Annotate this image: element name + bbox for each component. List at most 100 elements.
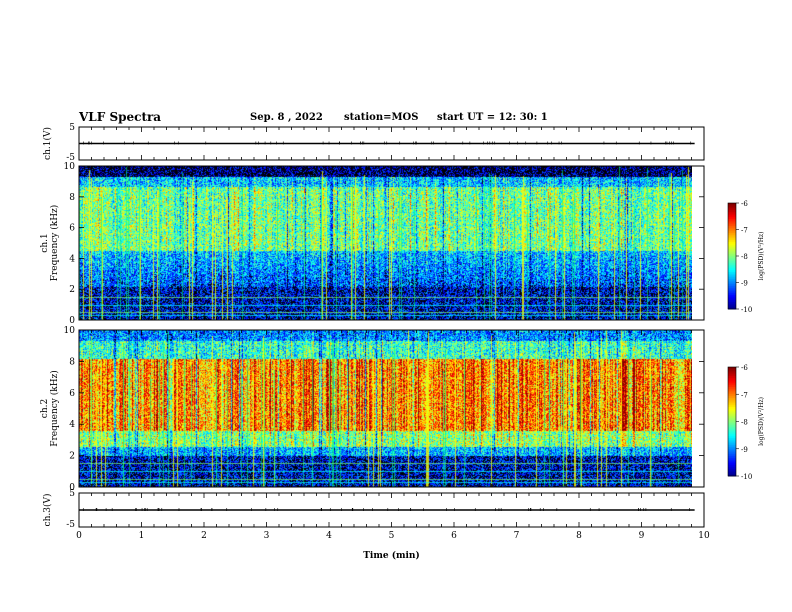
x-tick-label: 3 <box>264 531 270 541</box>
colorbar-segment <box>728 392 736 395</box>
colorbar-segment <box>728 448 736 452</box>
x-tick-label: 6 <box>451 531 457 541</box>
colorbar-segment <box>728 379 736 383</box>
colorbar-segment <box>728 294 736 298</box>
y-tick-label: 10 <box>64 326 76 336</box>
y-tick-label: 4 <box>69 254 75 264</box>
colorbar-segment <box>728 229 736 232</box>
colorbar-segment <box>728 401 736 404</box>
colorbar-segment <box>728 257 736 261</box>
colorbar-segment <box>728 240 736 243</box>
colorbar-segment <box>728 293 736 296</box>
colorbar-segment <box>728 282 736 285</box>
colorbar-label: log(PSD)(V²/Hz) <box>758 397 765 446</box>
colorbar-segment <box>728 296 736 299</box>
colorbar-segment <box>728 303 736 306</box>
colorbar-segment <box>728 245 736 248</box>
colorbar-segment <box>728 204 736 208</box>
x-tick-label: 4 <box>326 531 332 541</box>
colorbar-tick-label: -7 <box>741 391 748 399</box>
colorbar-segment <box>728 301 736 305</box>
colorbar-segment <box>728 383 736 386</box>
colorbar-tick-label: -10 <box>741 306 752 314</box>
colorbar-segment <box>728 470 736 473</box>
x-tick-label: 9 <box>639 531 645 541</box>
colorbar-segment <box>728 259 736 262</box>
colorbar-label: log(PSD)(V²/Hz) <box>758 232 765 281</box>
colorbar-segment <box>728 287 736 291</box>
start-time-label: start UT = 12: 30: 1 <box>437 112 548 123</box>
colorbar-segment <box>728 403 736 406</box>
x-tick-label: 10 <box>698 531 710 541</box>
colorbar-segment <box>728 305 736 308</box>
colorbar-segment <box>728 468 736 472</box>
y-tick-label: 8 <box>69 357 75 367</box>
colorbar-segment <box>728 441 736 444</box>
chart-title: VLF Spectra <box>79 110 162 124</box>
colorbar-segment <box>728 450 736 453</box>
colorbar-segment <box>728 278 736 282</box>
colorbar-segment <box>728 254 736 257</box>
colorbar-segment <box>728 271 736 275</box>
colorbar-segment <box>728 390 736 393</box>
colorbar-segment <box>728 410 736 413</box>
date-label: Sep. 8 , 2022 <box>250 112 323 123</box>
channel-label: ch.2 <box>40 399 50 418</box>
y-tick-label: 6 <box>69 389 75 399</box>
colorbar-segment <box>728 452 736 455</box>
y-tick-label: 0 <box>69 483 75 493</box>
y-tick-label: -5 <box>66 153 75 163</box>
colorbar-tick-label: -6 <box>741 364 748 372</box>
colorbar-segment <box>728 423 736 426</box>
colorbar-segment <box>728 218 736 222</box>
colorbar-segment <box>728 370 736 373</box>
colorbar-segment <box>728 291 736 294</box>
colorbar-segment <box>728 243 736 246</box>
y-axis-label: Frequency (kHz) <box>49 205 60 282</box>
colorbar-segment <box>728 386 736 390</box>
colorbar-segment <box>728 434 736 437</box>
colorbar-segment <box>728 388 736 392</box>
y-tick-label: 2 <box>69 285 75 295</box>
colorbar-segment <box>728 268 736 271</box>
colorbar-tick-label: -9 <box>741 280 748 288</box>
colorbar-segment <box>728 397 736 401</box>
colorbar-tick-label: -7 <box>741 227 748 235</box>
y-tick-label: 2 <box>69 452 75 462</box>
colorbar-segment <box>728 241 736 245</box>
colorbar-tick-label: -8 <box>741 419 748 427</box>
colorbar-segment <box>728 261 736 264</box>
y-axis-label: ch.1(V) <box>42 127 53 160</box>
colorbar-segment <box>728 222 736 225</box>
y-tick-label: 5 <box>69 123 75 133</box>
colorbar-segment <box>728 443 736 446</box>
colorbar-segment <box>728 372 736 375</box>
colorbar-segment <box>728 256 736 259</box>
colorbar-segment <box>728 208 736 211</box>
colorbar-segment <box>728 377 736 381</box>
colorbar-segment <box>728 445 736 448</box>
colorbar-segment <box>728 215 736 218</box>
colorbar-segment <box>728 439 736 442</box>
colorbar-segment <box>728 220 736 223</box>
y-tick-label: -5 <box>66 520 75 530</box>
channel-label: ch.1 <box>40 233 50 252</box>
colorbar-segment <box>728 376 736 379</box>
x-tick-label: 0 <box>76 531 82 541</box>
colorbar-segment <box>728 454 736 457</box>
colorbar-segment <box>728 368 736 372</box>
y-axis-label: ch.3(V) <box>42 494 53 527</box>
colorbar-segment <box>728 436 736 439</box>
colorbar-segment <box>728 399 736 403</box>
colorbar-segment <box>728 210 736 213</box>
colorbar-segment <box>728 414 736 417</box>
colorbar-segment <box>728 248 736 252</box>
colorbar-segment <box>728 275 736 278</box>
colorbar-segment <box>728 224 736 227</box>
colorbar-segment <box>728 465 736 468</box>
colorbar-segment <box>728 284 736 287</box>
colorbar-segment <box>728 225 736 229</box>
colorbar-segment <box>728 394 736 397</box>
colorbar-segment <box>728 211 736 215</box>
colorbar-segment <box>728 203 736 206</box>
